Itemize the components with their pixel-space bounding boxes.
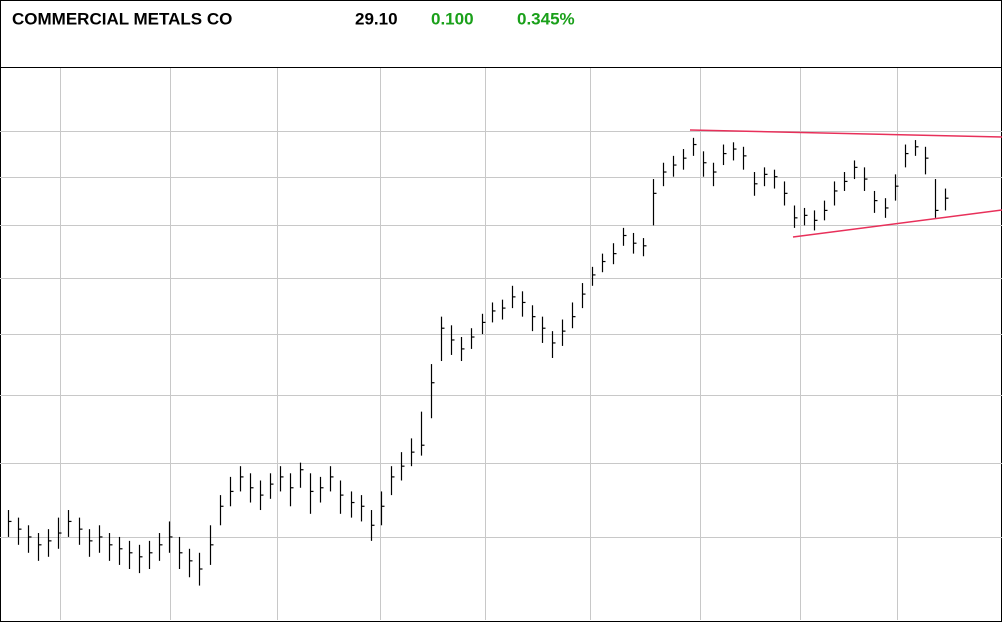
price-change: 0.100 [431, 9, 474, 28]
vertical-grid [60, 68, 898, 620]
price-bars [7, 137, 949, 586]
percent-change: 0.345% [517, 9, 575, 28]
trend-line [689, 129, 1002, 138]
trend-line [792, 209, 1002, 238]
chart-title: COMMERCIAL METALS CO [12, 9, 232, 28]
horizontal-grid [0, 131, 1002, 538]
last-price: 29.10 [355, 9, 398, 28]
